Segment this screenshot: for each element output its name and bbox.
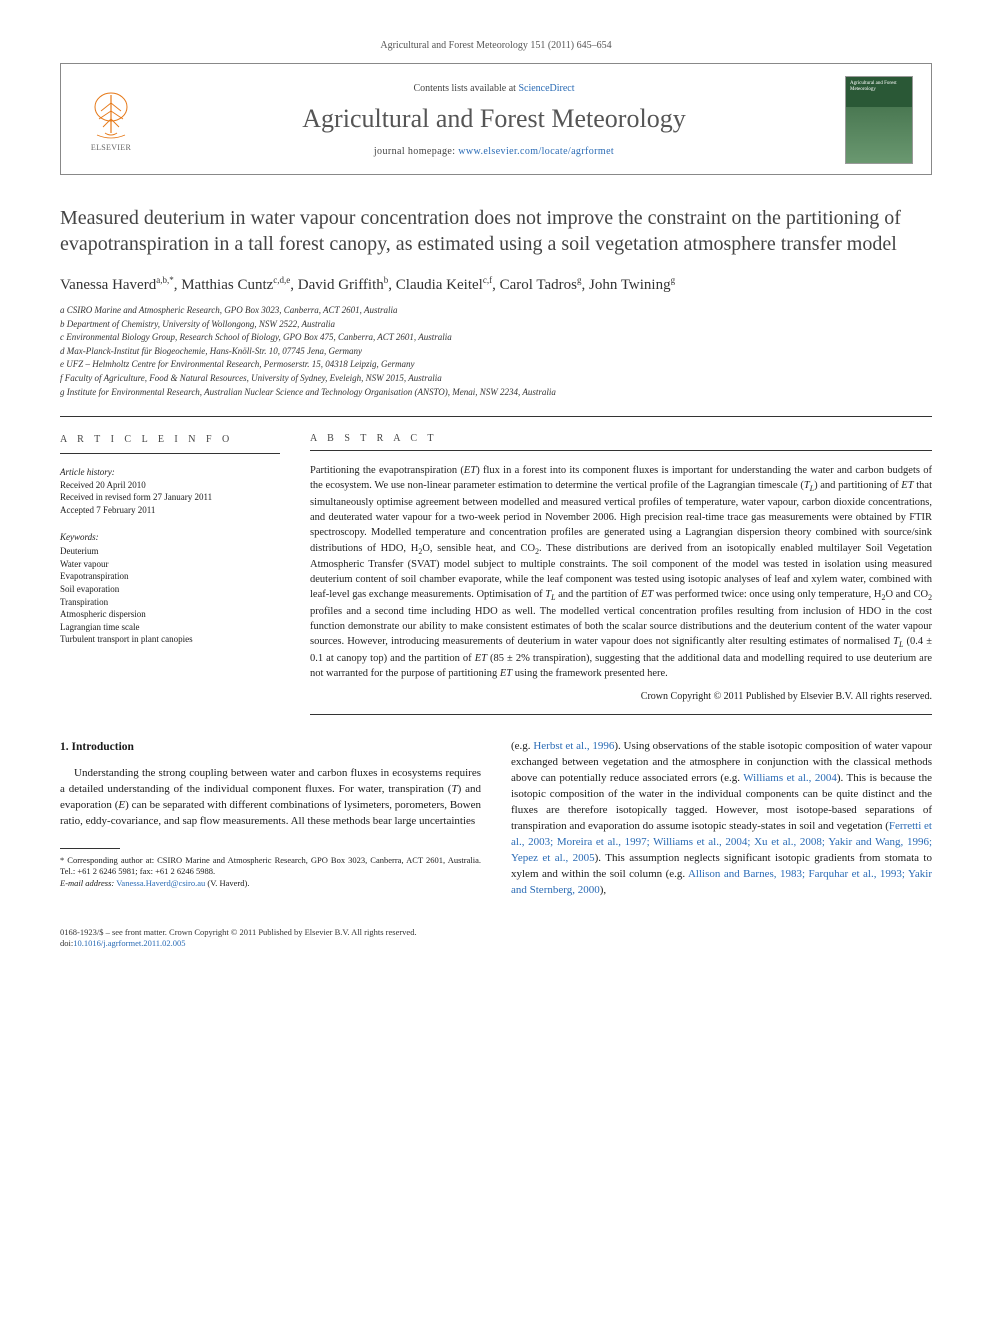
abstract-text: Partitioning the evapotranspiration (ET)…	[310, 463, 932, 681]
history-item: Received 20 April 2010	[60, 479, 280, 492]
keyword: Water vapour	[60, 558, 280, 571]
affiliation: b Department of Chemistry, University of…	[60, 318, 932, 331]
email-suffix: (V. Haverd).	[207, 878, 249, 888]
body-column-right: (e.g. Herbst et al., 1996). Using observ…	[511, 739, 932, 902]
affiliation: d Max-Planck-Institut für Biogeochemie, …	[60, 345, 932, 358]
doi-prefix: doi:	[60, 938, 73, 948]
history-item: Received in revised form 27 January 2011	[60, 491, 280, 504]
history-block: Article history: Received 20 April 2010 …	[60, 466, 280, 516]
contents-prefix: Contents lists available at	[413, 83, 518, 94]
affiliation: g Institute for Environmental Research, …	[60, 386, 932, 399]
keywords-label: Keywords:	[60, 531, 280, 544]
keyword: Lagrangian time scale	[60, 621, 280, 634]
footer-copyright: 0168-1923/$ – see front matter. Crown Co…	[60, 927, 932, 938]
abstract-heading: A B S T R A C T	[310, 433, 932, 451]
page: Agricultural and Forest Meteorology 151 …	[0, 0, 992, 980]
abstract-column: A B S T R A C T Partitioning the evapotr…	[310, 433, 932, 715]
elsevier-logo: ELSEVIER	[79, 85, 143, 155]
keyword: Atmospheric dispersion	[60, 608, 280, 621]
history-label: Article history:	[60, 466, 280, 479]
homepage-link[interactable]: www.elsevier.com/locate/agrformet	[458, 146, 614, 157]
body-paragraph: (e.g. Herbst et al., 1996). Using observ…	[511, 739, 932, 898]
homepage-prefix: journal homepage:	[374, 146, 458, 157]
keyword: Soil evaporation	[60, 583, 280, 596]
footnote-rule	[60, 848, 120, 849]
running-header: Agricultural and Forest Meteorology 151 …	[60, 40, 932, 51]
affiliation: e UFZ – Helmholtz Centre for Environment…	[60, 358, 932, 371]
keyword: Deuterium	[60, 545, 280, 558]
keyword: Evapotranspiration	[60, 570, 280, 583]
corresponding-author-footnote: * Corresponding author at: CSIRO Marine …	[60, 855, 481, 889]
contents-lists-line: Contents lists available at ScienceDirec…	[161, 83, 827, 94]
corresponding-email-link[interactable]: Vanessa.Haverd@csiro.au	[116, 878, 205, 888]
journal-homepage-line: journal homepage: www.elsevier.com/locat…	[161, 146, 827, 157]
copyright-line: Crown Copyright © 2011 Published by Else…	[310, 691, 932, 715]
affiliation: f Faculty of Agriculture, Food & Natural…	[60, 372, 932, 385]
history-item: Accepted 7 February 2011	[60, 504, 280, 517]
article-info: A R T I C L E I N F O Article history: R…	[60, 433, 280, 715]
email-label: E-mail address:	[60, 878, 114, 888]
info-abstract-row: A R T I C L E I N F O Article history: R…	[60, 416, 932, 715]
doi-link[interactable]: 10.1016/j.agrformet.2011.02.005	[73, 938, 185, 948]
article-title: Measured deuterium in water vapour conce…	[60, 205, 932, 257]
keyword: Transpiration	[60, 596, 280, 609]
affiliation: c Environmental Biology Group, Research …	[60, 331, 932, 344]
page-footer: 0168-1923/$ – see front matter. Crown Co…	[60, 927, 932, 950]
body-paragraph: Understanding the strong coupling betwee…	[60, 766, 481, 830]
affiliations: a CSIRO Marine and Atmospheric Research,…	[60, 304, 932, 398]
sciencedirect-link[interactable]: ScienceDirect	[518, 83, 574, 94]
keywords-block: Keywords: Deuterium Water vapour Evapotr…	[60, 531, 280, 646]
author-list: Vanessa Haverda,b,*, Matthias Cuntzc,d,e…	[60, 275, 932, 294]
journal-title: Agricultural and Forest Meteorology	[161, 104, 827, 134]
article-info-heading: A R T I C L E I N F O	[60, 433, 280, 454]
body-columns: 1. Introduction Understanding the strong…	[60, 739, 932, 902]
affiliation: a CSIRO Marine and Atmospheric Research,…	[60, 304, 932, 317]
footnote-text: * Corresponding author at: CSIRO Marine …	[60, 855, 481, 878]
cover-label: Agricultural and Forest Meteorology	[850, 81, 908, 92]
keyword: Turbulent transport in plant canopies	[60, 633, 280, 646]
body-column-left: 1. Introduction Understanding the strong…	[60, 739, 481, 902]
elsevier-tree-icon	[87, 89, 135, 141]
journal-cover-thumbnail: Agricultural and Forest Meteorology	[845, 76, 913, 164]
masthead: ELSEVIER Contents lists available at Sci…	[60, 63, 932, 175]
publisher-label: ELSEVIER	[91, 143, 131, 152]
section-heading-introduction: 1. Introduction	[60, 739, 481, 756]
masthead-center: Contents lists available at ScienceDirec…	[161, 83, 827, 157]
